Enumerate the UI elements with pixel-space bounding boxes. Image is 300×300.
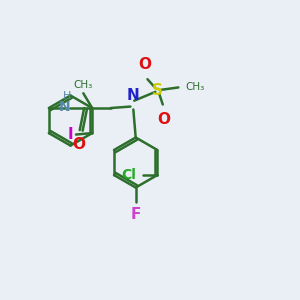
Text: Cl: Cl <box>121 168 136 182</box>
Text: CH₃: CH₃ <box>186 82 205 92</box>
Text: O: O <box>138 57 151 72</box>
Text: F: F <box>130 207 141 222</box>
Text: O: O <box>72 136 85 152</box>
Text: S: S <box>152 83 163 98</box>
Text: CH₃: CH₃ <box>74 80 93 90</box>
Text: H: H <box>63 91 72 101</box>
Text: I: I <box>67 127 73 142</box>
Text: N: N <box>126 88 139 103</box>
Text: N: N <box>59 100 71 114</box>
Text: O: O <box>157 112 170 128</box>
